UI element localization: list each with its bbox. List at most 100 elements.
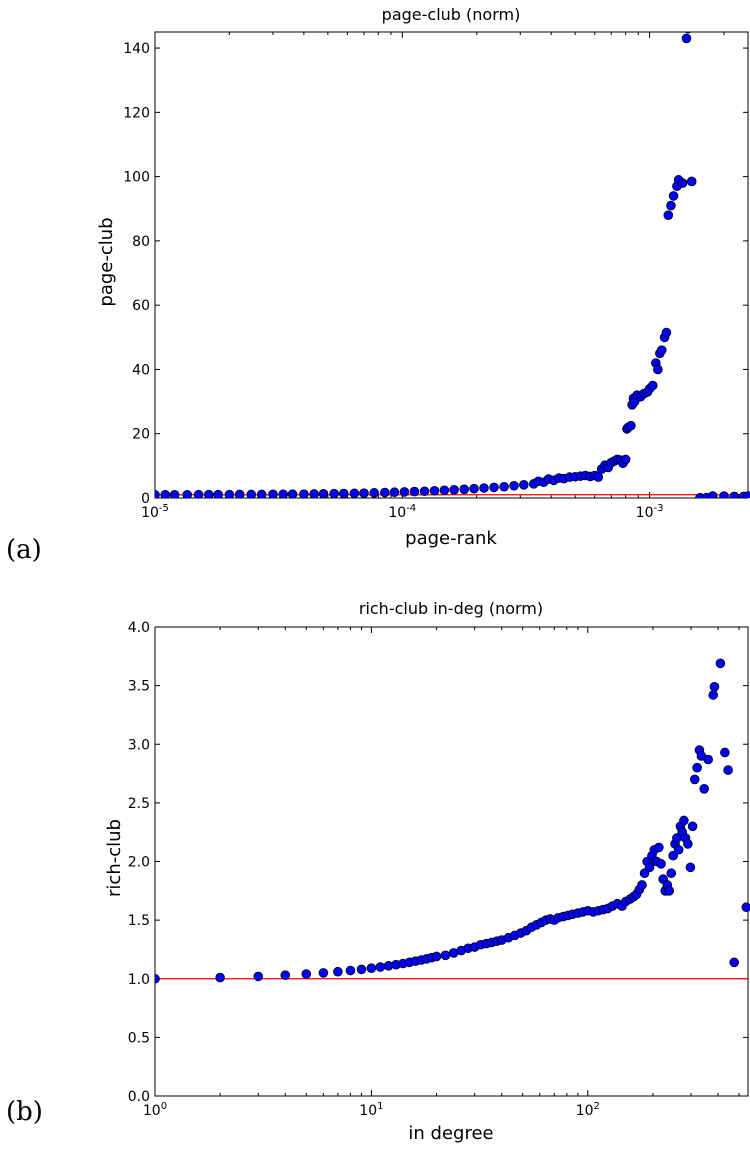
data-point-a — [329, 488, 339, 498]
data-point-a — [203, 489, 214, 498]
y-tick-label-b: 0.0 — [128, 1089, 150, 1105]
data-point-b — [687, 821, 698, 832]
x-axis-label-b: in degree — [408, 1123, 493, 1144]
data-point-a — [160, 489, 171, 498]
data-point-b — [715, 658, 726, 669]
data-point-a — [224, 489, 235, 498]
data-point-b — [375, 962, 386, 972]
data-point-a — [719, 491, 729, 498]
data-point-a — [399, 487, 410, 497]
data-point-a — [677, 178, 688, 188]
panel-label-b: (b) — [6, 1097, 43, 1127]
chart-title-b: rich-club in-deg (norm) — [359, 599, 543, 618]
data-point-a — [707, 491, 718, 498]
data-point-a — [729, 491, 740, 498]
y-tick-label-a: 60 — [132, 298, 150, 314]
data-point-b — [280, 970, 291, 981]
y-tick-label-a: 0 — [141, 491, 150, 507]
data-point-b — [333, 966, 343, 977]
plot-area-b: 0.0 0.5 1.0 1.5 2.0 2.5 3.0 3.5 4.0 100 101 102 — [128, 620, 750, 1119]
data-point-b — [729, 957, 740, 968]
data-point-a — [653, 364, 663, 375]
data-point-b — [345, 965, 356, 976]
data-point-a — [684, 32, 692, 34]
data-point-a — [299, 489, 309, 498]
data-point-b — [318, 968, 329, 978]
data-point-a — [661, 327, 672, 338]
y-tick-label-a: 40 — [132, 362, 150, 378]
data-point-b — [709, 681, 720, 692]
data-point-a — [278, 489, 289, 498]
y-tick-label-b: 0.5 — [128, 1030, 150, 1046]
data-point-a — [459, 484, 470, 495]
data-point-b — [664, 886, 675, 896]
data-point-a — [193, 489, 204, 498]
data-point-b — [431, 951, 442, 962]
data-point-a — [318, 489, 329, 498]
data-point-a — [656, 345, 667, 355]
data-point-a — [509, 480, 519, 491]
data-point-a — [489, 482, 499, 493]
data-point-a — [169, 489, 180, 498]
data-point-a — [439, 485, 450, 496]
data-point-a — [449, 485, 459, 495]
data-point-a — [419, 486, 430, 497]
x-tick-label-b: 102 — [576, 1101, 600, 1119]
data-point-b — [741, 902, 750, 913]
y-tick-label-a: 100 — [123, 170, 150, 186]
data-point-a — [429, 485, 440, 496]
data-point-a — [469, 483, 479, 494]
data-point-b — [720, 747, 730, 758]
y-tick-label-a: 20 — [132, 427, 150, 443]
y-tick-label-b: 4.0 — [128, 620, 150, 636]
data-point-b — [666, 868, 677, 879]
data-point-a — [519, 480, 529, 490]
data-points-a — [155, 32, 750, 498]
data-point-b — [668, 850, 678, 861]
y-tick-label-b: 3.5 — [128, 679, 150, 695]
data-point-a — [213, 489, 223, 498]
y-tick-label-b: 3.0 — [128, 737, 150, 753]
data-point-a — [620, 454, 631, 465]
data-point-a — [479, 483, 489, 493]
data-point-b — [703, 754, 713, 765]
data-point-a — [246, 489, 257, 498]
y-tick-label-a: 120 — [123, 105, 150, 121]
data-point-a — [309, 489, 319, 498]
data-point-b — [215, 972, 225, 983]
data-point-b — [723, 765, 733, 775]
x-tick-label-a: 10-3 — [636, 503, 664, 521]
data-point-b — [685, 862, 696, 873]
data-points-b — [155, 658, 750, 984]
x-tick-label-a: 10-4 — [388, 503, 416, 521]
data-point-a — [626, 420, 636, 431]
y-tick-label-b: 1.5 — [128, 913, 150, 929]
data-point-a — [409, 486, 420, 497]
y-tick-label-a: 140 — [123, 41, 150, 57]
y-axis-label-a: page-club — [96, 217, 117, 306]
data-point-b — [689, 774, 700, 785]
data-point-a — [268, 489, 278, 498]
data-point-b — [637, 880, 647, 890]
chart-panel-b: (b) rich-club in-deg (norm) in degree ri… — [6, 599, 750, 1144]
x-axis-label-a: page-rank — [405, 528, 497, 549]
data-point-b — [692, 762, 702, 773]
data-point-b — [253, 971, 264, 982]
data-point-b — [440, 950, 451, 961]
data-point-b — [656, 859, 666, 869]
data-point-b — [673, 844, 684, 855]
data-point-a — [647, 380, 658, 391]
y-tick-label-a: 80 — [132, 234, 150, 250]
plot-area-a: 0 20 40 60 80 100 120 140 10-5 10-4 10-3 — [123, 31, 750, 521]
axes-frame-a — [154, 31, 749, 499]
data-point-a — [499, 481, 509, 492]
data-point-b — [644, 862, 655, 873]
data-point-a — [666, 200, 676, 211]
x-tick-label-b: 100 — [143, 1101, 167, 1119]
data-point-a — [182, 489, 193, 498]
data-point-a — [663, 210, 674, 220]
data-point-b — [708, 690, 719, 700]
data-point-a — [380, 487, 390, 498]
data-point-a — [681, 33, 692, 44]
